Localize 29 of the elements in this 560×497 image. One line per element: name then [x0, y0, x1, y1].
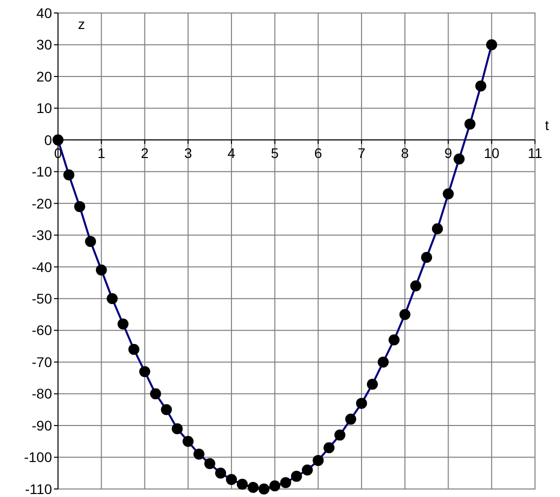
x-tick-label: 5	[270, 144, 279, 161]
y-tick-label: -110	[25, 480, 52, 497]
y-tick-label: -70	[32, 354, 52, 370]
y-axis-title: z	[78, 16, 85, 32]
y-tick-label: 20	[36, 68, 52, 84]
x-tick-label: 11	[528, 144, 542, 161]
x-tick-label: 8	[401, 144, 410, 161]
y-tick-label: -10	[32, 164, 52, 180]
x-tick-label: 6	[314, 144, 322, 161]
y-tick-label: -60	[32, 322, 52, 338]
x-tick-label: 10	[484, 144, 500, 161]
y-tick-label: -30	[32, 227, 52, 244]
y-tick-label: -50	[32, 290, 52, 306]
x-tick-label: 7	[358, 144, 366, 161]
y-tick-label: 30	[36, 36, 52, 53]
x-tick-label: 4	[228, 144, 236, 161]
y-tick-label: -80	[32, 386, 52, 402]
y-tick-label: -40	[32, 258, 52, 275]
x-tick-label: 2	[140, 144, 149, 161]
x-tick-label: 3	[184, 144, 192, 161]
y-tick-label: -100	[24, 449, 52, 466]
y-tick-label: 0	[44, 132, 52, 148]
y-tick-label: -90	[32, 417, 52, 434]
x-tick-label: 9	[444, 144, 452, 161]
y-tick-label: 40	[36, 4, 52, 21]
y-tick-label: -20	[32, 195, 52, 212]
x-axis-title: t	[545, 116, 549, 133]
x-tick-label: 1	[97, 144, 106, 161]
y-tick-label: 10	[36, 100, 52, 116]
